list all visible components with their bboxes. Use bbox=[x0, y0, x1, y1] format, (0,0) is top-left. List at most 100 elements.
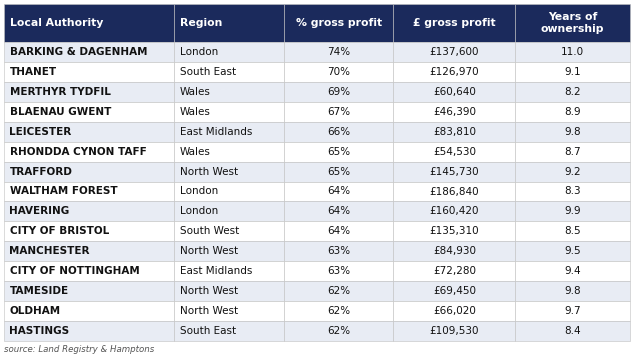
Bar bbox=[515, 82, 630, 102]
Bar bbox=[174, 82, 284, 102]
Bar bbox=[393, 201, 515, 221]
Bar bbox=[174, 4, 284, 42]
Text: 8.4: 8.4 bbox=[564, 326, 581, 336]
Text: TRAFFORD: TRAFFORD bbox=[10, 167, 72, 176]
Text: £137,600: £137,600 bbox=[430, 47, 479, 57]
Bar bbox=[515, 261, 630, 281]
Bar bbox=[174, 241, 284, 261]
Text: London: London bbox=[180, 47, 218, 57]
Text: 9.7: 9.7 bbox=[564, 306, 581, 316]
Bar bbox=[174, 102, 284, 122]
Text: Region: Region bbox=[180, 18, 222, 28]
Text: 63%: 63% bbox=[327, 246, 350, 256]
Text: Years of
ownership: Years of ownership bbox=[541, 12, 604, 34]
Bar bbox=[4, 4, 174, 42]
Text: 9.5: 9.5 bbox=[564, 246, 581, 256]
Text: HASTINGS: HASTINGS bbox=[10, 326, 70, 336]
Text: £126,970: £126,970 bbox=[430, 67, 479, 77]
Text: 62%: 62% bbox=[327, 306, 350, 316]
Bar bbox=[174, 182, 284, 201]
Text: 8.9: 8.9 bbox=[564, 107, 581, 117]
Bar bbox=[393, 162, 515, 182]
Text: WALTHAM FOREST: WALTHAM FOREST bbox=[10, 187, 117, 196]
Text: £84,930: £84,930 bbox=[433, 246, 476, 256]
Bar bbox=[284, 321, 393, 341]
Text: North West: North West bbox=[180, 306, 238, 316]
Bar bbox=[393, 241, 515, 261]
Text: North West: North West bbox=[180, 246, 238, 256]
Bar bbox=[4, 82, 174, 102]
Text: £ gross profit: £ gross profit bbox=[413, 18, 496, 28]
Bar bbox=[4, 102, 174, 122]
Text: 74%: 74% bbox=[327, 47, 350, 57]
Bar bbox=[174, 221, 284, 241]
Bar bbox=[393, 281, 515, 301]
Text: South West: South West bbox=[180, 227, 239, 236]
Text: North West: North West bbox=[180, 286, 238, 296]
Bar bbox=[515, 321, 630, 341]
Bar bbox=[515, 62, 630, 82]
Bar bbox=[515, 102, 630, 122]
Bar bbox=[4, 241, 174, 261]
Bar bbox=[393, 4, 515, 42]
Bar bbox=[174, 261, 284, 281]
Text: 8.7: 8.7 bbox=[564, 147, 581, 156]
Text: 70%: 70% bbox=[327, 67, 350, 77]
Bar bbox=[174, 42, 284, 62]
Bar bbox=[4, 162, 174, 182]
Text: Wales: Wales bbox=[180, 87, 210, 97]
Text: £145,730: £145,730 bbox=[430, 167, 479, 176]
Text: LEICESTER: LEICESTER bbox=[10, 127, 72, 137]
Bar bbox=[515, 162, 630, 182]
Text: North West: North West bbox=[180, 167, 238, 176]
Text: 9.1: 9.1 bbox=[564, 67, 581, 77]
Text: 9.8: 9.8 bbox=[564, 286, 581, 296]
Bar bbox=[515, 221, 630, 241]
Text: East Midlands: East Midlands bbox=[180, 266, 252, 276]
Bar bbox=[4, 62, 174, 82]
Bar bbox=[174, 142, 284, 162]
Bar bbox=[393, 82, 515, 102]
Text: 8.5: 8.5 bbox=[564, 227, 581, 236]
Bar bbox=[284, 162, 393, 182]
Bar bbox=[284, 241, 393, 261]
Text: 63%: 63% bbox=[327, 266, 350, 276]
Text: 9.8: 9.8 bbox=[564, 127, 581, 137]
Bar bbox=[284, 221, 393, 241]
Text: CITY OF BRISTOL: CITY OF BRISTOL bbox=[10, 227, 109, 236]
Bar bbox=[393, 182, 515, 201]
Text: THANET: THANET bbox=[10, 67, 56, 77]
Bar bbox=[393, 321, 515, 341]
Text: Wales: Wales bbox=[180, 107, 210, 117]
Text: £69,450: £69,450 bbox=[433, 286, 476, 296]
Bar bbox=[174, 201, 284, 221]
Text: TAMESIDE: TAMESIDE bbox=[10, 286, 68, 296]
Bar bbox=[284, 301, 393, 321]
Bar bbox=[393, 301, 515, 321]
Bar bbox=[4, 122, 174, 142]
Bar bbox=[174, 122, 284, 142]
Text: source: Land Registry & Hamptons: source: Land Registry & Hamptons bbox=[4, 345, 154, 354]
Bar bbox=[515, 4, 630, 42]
Bar bbox=[174, 162, 284, 182]
Text: MANCHESTER: MANCHESTER bbox=[10, 246, 90, 256]
Text: 9.2: 9.2 bbox=[564, 167, 581, 176]
Bar bbox=[515, 281, 630, 301]
Bar bbox=[515, 182, 630, 201]
Text: London: London bbox=[180, 187, 218, 196]
Bar bbox=[393, 142, 515, 162]
Bar bbox=[393, 221, 515, 241]
Bar bbox=[515, 201, 630, 221]
Bar bbox=[284, 102, 393, 122]
Bar bbox=[515, 122, 630, 142]
Text: East Midlands: East Midlands bbox=[180, 127, 252, 137]
Bar bbox=[284, 281, 393, 301]
Text: RHONDDA CYNON TAFF: RHONDDA CYNON TAFF bbox=[10, 147, 146, 156]
Text: MERTHYR TYDFIL: MERTHYR TYDFIL bbox=[10, 87, 110, 97]
Text: 8.2: 8.2 bbox=[564, 87, 581, 97]
Bar bbox=[284, 62, 393, 82]
Text: London: London bbox=[180, 207, 218, 216]
Text: 9.4: 9.4 bbox=[564, 266, 581, 276]
Text: 67%: 67% bbox=[327, 107, 350, 117]
Bar bbox=[4, 221, 174, 241]
